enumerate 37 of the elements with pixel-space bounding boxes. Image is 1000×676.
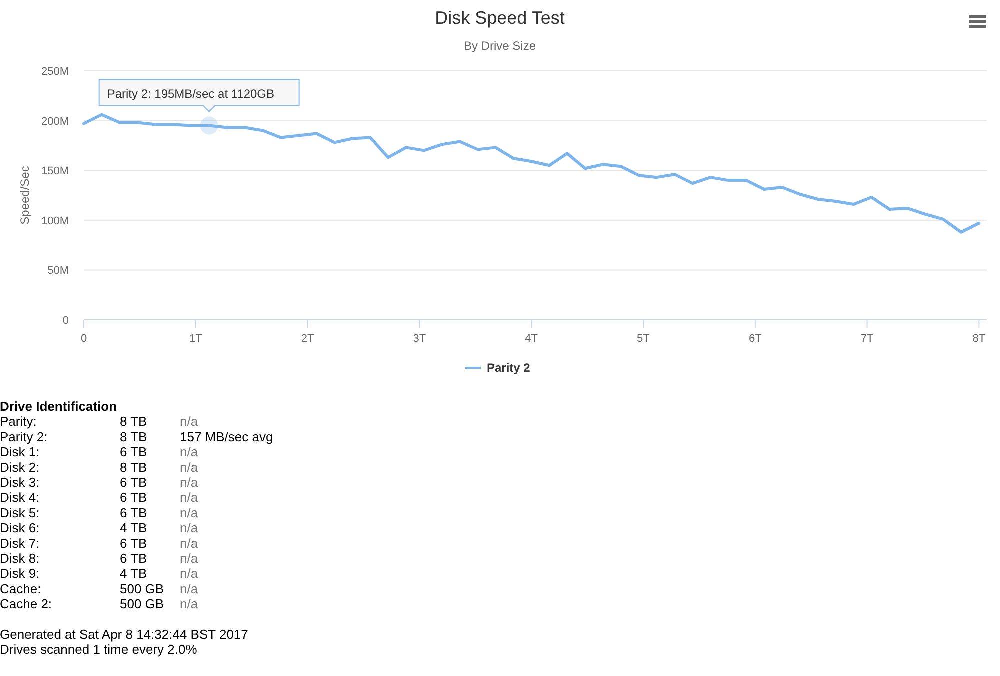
text: Disk 1: 6 TB n/a xyxy=(0,444,198,460)
text: Generated at Sat Apr 8 14:32:44 BST 2017 xyxy=(0,627,248,642)
x-tick-label: 1T xyxy=(189,333,203,345)
x-tick-label: 4T xyxy=(525,333,538,345)
x-tick-label: 8T xyxy=(972,333,986,345)
x-tick-label: 5T xyxy=(637,333,650,345)
y-tick-label: 0 xyxy=(62,315,69,327)
text: Disk 3: 6 TB n/a xyxy=(0,475,198,490)
text: Disk 4: 6 TB n/a xyxy=(0,490,198,506)
text: Disk 2: 8 TB n/a xyxy=(0,460,198,475)
text: Disk 9: 4 TB n/a xyxy=(0,566,198,582)
x-tick-label: 7T xyxy=(860,333,874,345)
legend-label: Parity 2 xyxy=(487,361,531,375)
annotation: Parity 2: 195MB/sec at 1120GB xyxy=(107,86,275,101)
y-tick-label: 150M xyxy=(41,166,69,178)
x-tick-label: 3T xyxy=(413,333,426,345)
y-axis-title: Speed/Sec xyxy=(18,166,32,225)
text: Drive Identification xyxy=(0,399,118,414)
text: Disk 7: 6 TB n/a xyxy=(0,536,198,551)
chart-title: Disk Speed Test xyxy=(435,8,565,28)
text: Parity 2: 8 TB 157 MB/sec avg xyxy=(0,429,274,444)
text: Cache 2: 500 GB n/a xyxy=(0,596,198,612)
y-tick-label: 250M xyxy=(41,66,69,78)
text: Disk 5: 6 TB n/a xyxy=(0,505,198,520)
text: Drives scanned 1 time every 2.0% xyxy=(0,642,198,658)
chart-subtitle: By Drive Size xyxy=(464,39,536,53)
x-tick-label: 2T xyxy=(301,333,314,345)
text: Disk 8: 6 TB n/a xyxy=(0,551,198,566)
text: Disk 6: 4 TB n/a xyxy=(0,520,198,536)
x-tick-label: 0 xyxy=(80,333,88,345)
y-tick-label: 100M xyxy=(41,215,69,228)
text: Cache: 500 GB n/a xyxy=(0,581,198,596)
y-tick-label: 50M xyxy=(48,265,69,278)
x-tick-label: 6T xyxy=(748,333,762,345)
line-series xyxy=(82,113,981,234)
text: Parity: 8 TB n/a xyxy=(0,414,198,430)
y-tick-label: 200M xyxy=(41,116,69,128)
